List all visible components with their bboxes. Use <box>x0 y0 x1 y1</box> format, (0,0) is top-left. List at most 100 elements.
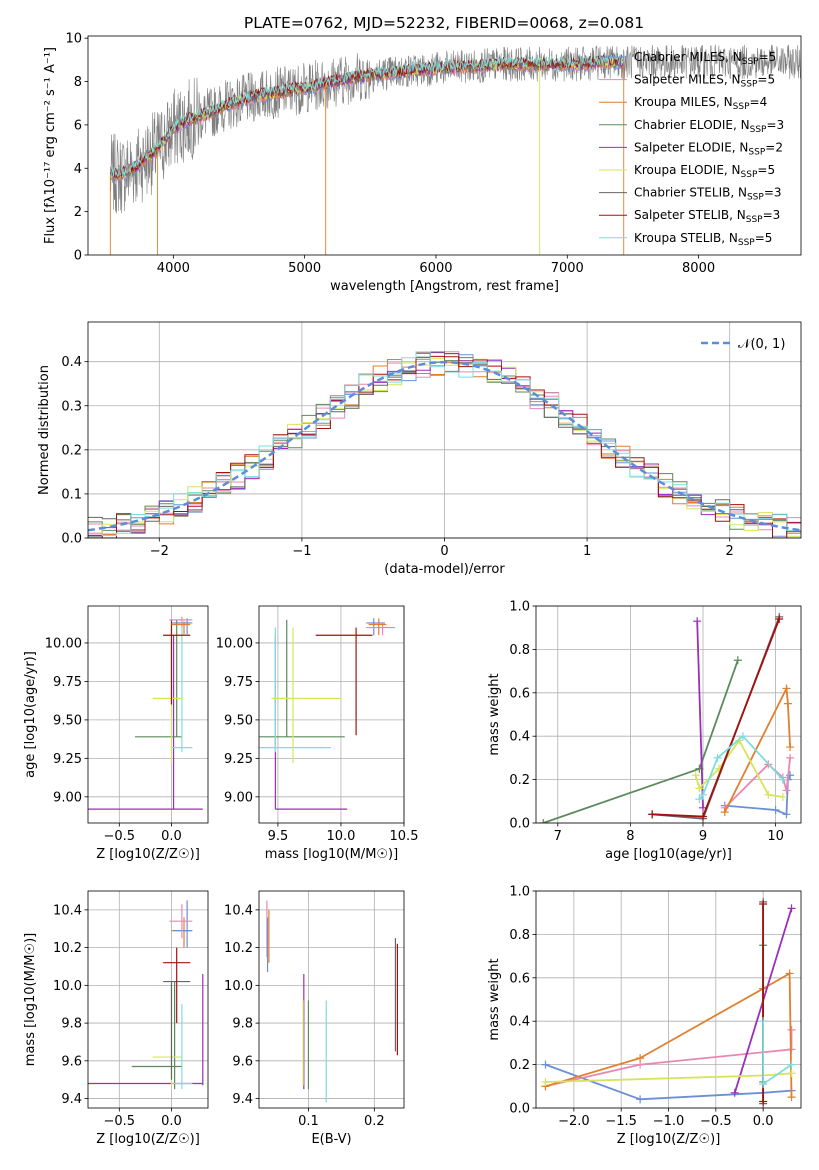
weight-line <box>723 685 791 813</box>
x-tick-label: −1.5 <box>605 1114 637 1129</box>
axes-frame <box>87 890 209 1109</box>
weight-point <box>691 771 700 780</box>
weight-point <box>787 1069 796 1078</box>
weight-point <box>738 732 747 741</box>
y-tick-label: 8 <box>74 75 82 90</box>
weight-point <box>787 1093 796 1102</box>
weight-point <box>787 1060 796 1069</box>
weight-point <box>787 904 796 913</box>
axes-frame <box>87 35 802 256</box>
y-tick-label: 9.4 <box>232 1092 253 1107</box>
y-tick-label: 1.0 <box>509 885 530 900</box>
y-tick-label: 10.2 <box>224 941 253 956</box>
plot-area <box>88 351 801 538</box>
axes-frame <box>258 890 405 1109</box>
y-tick-label: 0.4 <box>509 730 530 745</box>
y-tick-label: 0.0 <box>509 1102 530 1117</box>
x-tick-label: 8000 <box>682 261 715 276</box>
y-tick-label: 9.4 <box>61 1092 82 1107</box>
weight-point <box>778 792 787 801</box>
weight-point <box>782 786 791 795</box>
x-tick-label: 7000 <box>551 261 584 276</box>
weight-point <box>541 1060 550 1069</box>
weight-point <box>693 617 702 626</box>
y-axis-label: Flux [fλ10⁻¹⁷ erg cm⁻² s⁻¹ A⁻¹] <box>43 47 58 244</box>
y-tick-label: 9.6 <box>232 1054 253 1069</box>
panel-residuals: −2 −1 0 1 2 0.0 0.1 0.2 0.3 0.4 (data-model)/error… <box>37 321 802 577</box>
weight-point <box>733 656 742 665</box>
y-tick-label: 9.75 <box>224 675 253 690</box>
weight-point <box>713 753 722 762</box>
weight-line <box>724 774 791 816</box>
x-axis-label: wavelength [Angstrom, rest frame] <box>330 279 559 294</box>
weight-point <box>636 1054 645 1063</box>
y-tick-label: 0.0 <box>61 532 82 547</box>
y-tick-label: 10.00 <box>45 636 82 651</box>
y-tick-label: 10.4 <box>53 903 82 918</box>
x-axis-label: (data-model)/error <box>384 562 505 577</box>
x-tick-label: 9.5 <box>268 829 289 844</box>
y-tick-label: 0.3 <box>61 399 82 414</box>
y-tick-label: 10.2 <box>53 941 82 956</box>
weight-point <box>698 790 707 799</box>
y-axis-label: mass weight <box>487 958 502 1040</box>
weight-point <box>720 808 729 817</box>
y-tick-label: 9.00 <box>224 790 253 805</box>
weight-line <box>696 621 704 808</box>
y-tick-label: 10.00 <box>216 636 253 651</box>
x-tick-label: 10 <box>767 829 784 844</box>
legend-label: Kroupa STELIB, NSSP=5 <box>634 231 772 248</box>
x-tick-label: 0.2 <box>364 1114 385 1129</box>
plot-area <box>88 616 203 810</box>
axes-frame <box>535 890 802 1109</box>
x-axis-label: Z [log10(Z/Z☉)] <box>96 1132 200 1147</box>
y-axis-label: mass weight <box>487 673 502 755</box>
y-tick-label: 9.6 <box>61 1054 82 1069</box>
x-tick-label: 0.0 <box>161 829 182 844</box>
y-axis-label: Normed distribution <box>37 365 52 495</box>
weight-point <box>730 1088 739 1097</box>
x-tick-label: 1 <box>583 544 591 559</box>
x-tick-label: −2 <box>150 544 169 559</box>
weight-line <box>543 659 739 823</box>
model-spectrum-line <box>109 53 624 178</box>
y-tick-label: 9.50 <box>53 713 82 728</box>
y-tick-label: 10.4 <box>224 903 253 918</box>
y-tick-label: 0.2 <box>509 1058 530 1073</box>
plot-area <box>541 897 796 1108</box>
y-tick-label: 4 <box>74 162 82 177</box>
y-tick-label: 0.6 <box>509 971 530 986</box>
weight-point <box>782 810 791 819</box>
legend-label: Salpeter ELODIE, NSSP=2 <box>634 140 783 157</box>
y-tick-label: 6 <box>74 118 82 133</box>
weight-point <box>759 1017 768 1026</box>
weight-point <box>782 684 791 693</box>
y-axis-label: age [log10(age/yr)] <box>23 651 38 778</box>
plot-area <box>259 618 396 810</box>
x-tick-label: 10.5 <box>390 829 419 844</box>
weight-point <box>787 1025 796 1034</box>
weight-point <box>778 775 787 784</box>
weight-point <box>695 784 704 793</box>
axes-frame <box>535 605 802 824</box>
x-axis-label: Z [log10(Z/Z☉)] <box>96 847 200 862</box>
y-tick-label: 0.8 <box>509 928 530 943</box>
weight-point <box>759 900 768 909</box>
x-tick-label: 10.0 <box>326 829 355 844</box>
y-tick-label: 9.25 <box>224 752 253 767</box>
x-tick-label: 6000 <box>419 261 452 276</box>
y-tick-label: 0.2 <box>509 773 530 788</box>
y-tick-label: 0.8 <box>509 643 530 658</box>
weight-point <box>775 615 784 624</box>
y-tick-label: 0.2 <box>61 443 82 458</box>
panel-age-vs-Z: −0.5 0.0 9.00 9.25 9.50 9.75 10.00 Z [log10(Z/Z… <box>23 605 209 862</box>
y-tick-label: 9.8 <box>232 1017 253 1032</box>
weight-point <box>783 699 792 708</box>
gaussian-curve <box>88 360 801 532</box>
weight-point <box>648 810 657 819</box>
x-axis-label: age [log10(age/yr)] <box>605 847 732 862</box>
y-tick-label: 10.0 <box>53 979 82 994</box>
x-axis-label: Z [log10(Z/Z☉)] <box>617 1132 721 1147</box>
plot-area <box>539 612 795 823</box>
x-tick-label: 0.1 <box>298 1114 319 1129</box>
